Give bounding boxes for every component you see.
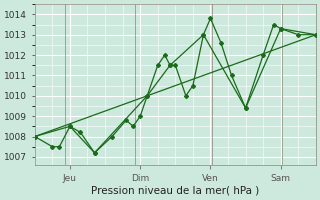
X-axis label: Pression niveau de la mer( hPa ): Pression niveau de la mer( hPa ) (91, 186, 260, 196)
